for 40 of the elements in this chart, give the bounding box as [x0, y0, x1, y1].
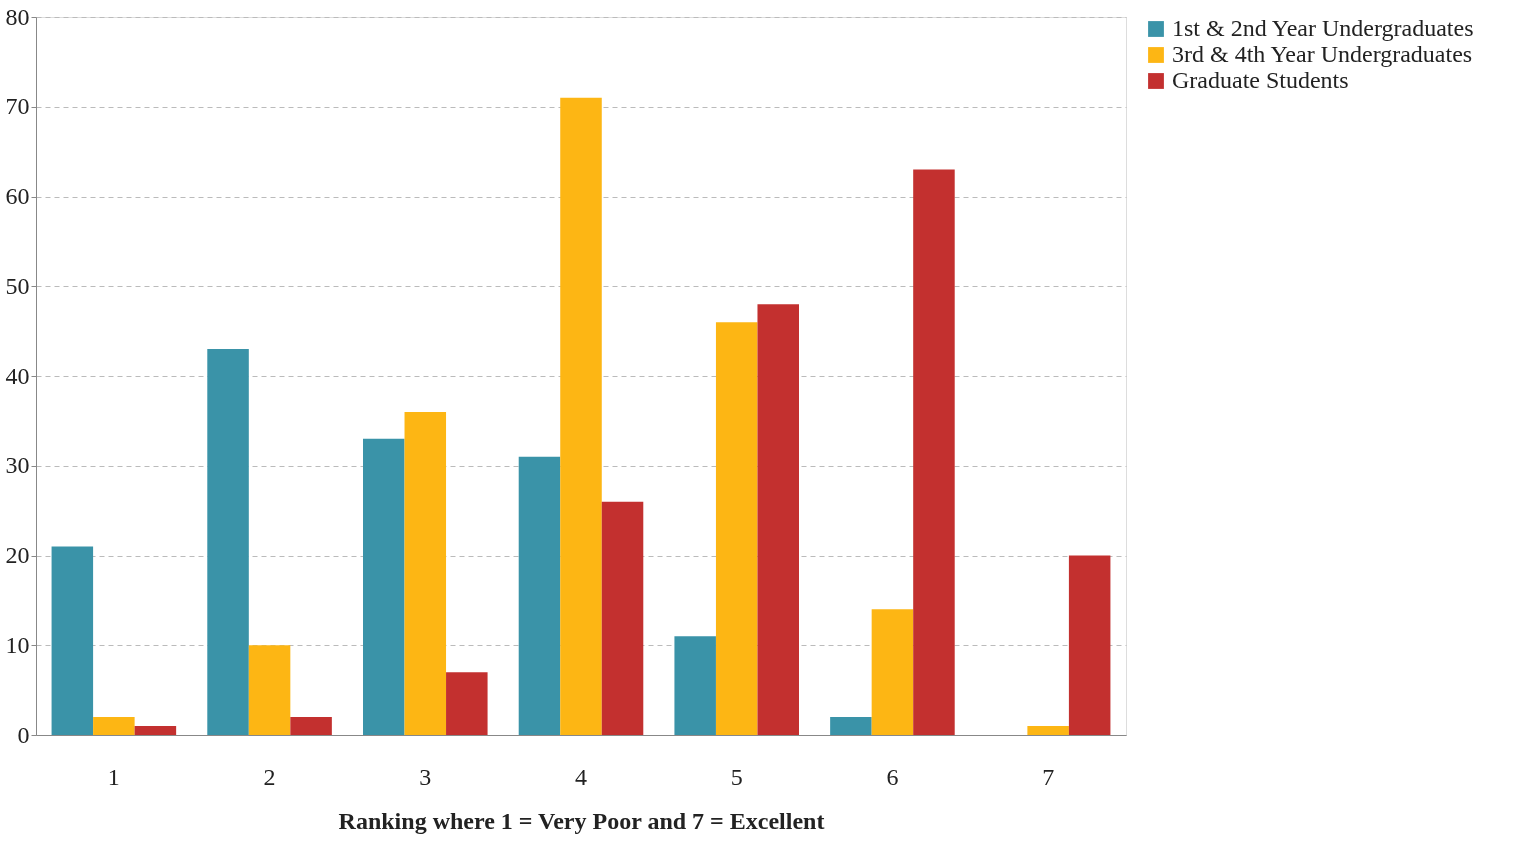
legend-label: 1st & 2nd Year Undergraduates — [1172, 15, 1474, 41]
bar — [560, 97, 602, 735]
bar — [715, 322, 758, 735]
x-tick-label: 6 — [886, 763, 899, 790]
bar — [248, 645, 291, 735]
x-tick-label: 4 — [575, 763, 587, 790]
bar — [51, 546, 94, 735]
y-tick-label: 20 — [5, 542, 30, 568]
y-tick-label: 80 — [5, 3, 30, 30]
bar — [93, 717, 135, 735]
bar — [363, 438, 405, 735]
y-tick-label: 0 — [17, 721, 30, 748]
bar — [134, 726, 177, 735]
y-tick-label: 30 — [5, 452, 30, 479]
y-tick-label: 40 — [5, 362, 30, 389]
bar — [1068, 555, 1111, 735]
y-tick-label: 70 — [5, 93, 30, 120]
bar — [757, 304, 799, 735]
bar — [518, 456, 561, 735]
y-tick-label: 10 — [5, 631, 30, 658]
bar — [1027, 726, 1069, 735]
legend-label: Graduate Students — [1172, 67, 1349, 93]
x-axis-title: Ranking where 1 = Very Poor and 7 = Excellent — [338, 807, 825, 834]
y-tick-label: 50 — [5, 272, 30, 299]
x-tick-label: 5 — [730, 763, 743, 790]
x-tick-label: 2 — [263, 763, 276, 790]
bar — [601, 501, 644, 735]
bar — [674, 636, 716, 735]
bar — [404, 411, 447, 735]
bar — [871, 609, 914, 735]
x-tick-label: 7 — [1042, 763, 1055, 790]
bar — [446, 672, 488, 735]
bar — [207, 349, 249, 735]
y-tick-label: 60 — [5, 183, 30, 209]
bar — [290, 717, 332, 735]
x-tick-label: 1 — [107, 763, 120, 790]
legend-label: 3rd & 4th Year Undergraduates — [1172, 41, 1473, 67]
bar — [830, 717, 872, 735]
bar — [913, 169, 955, 735]
x-tick-label: 3 — [419, 763, 432, 790]
